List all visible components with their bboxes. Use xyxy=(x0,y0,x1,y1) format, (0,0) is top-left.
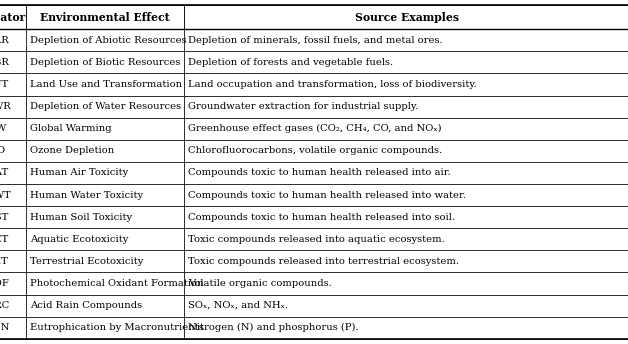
Bar xyxy=(26,272,184,294)
Bar xyxy=(0,317,26,339)
Text: Human Soil Toxicity: Human Soil Toxicity xyxy=(30,213,132,222)
Bar xyxy=(184,140,628,162)
Bar xyxy=(0,294,26,317)
Text: SOₓ, NOₓ, and NHₓ.: SOₓ, NOₓ, and NHₓ. xyxy=(188,301,288,310)
Bar xyxy=(184,250,628,272)
Text: Indicator: Indicator xyxy=(0,12,26,23)
Text: Depletion of minerals, fossil fuels, and metal ores.: Depletion of minerals, fossil fuels, and… xyxy=(188,36,443,45)
Bar xyxy=(184,96,628,118)
Text: Compounds toxic to human health released into soil.: Compounds toxic to human health released… xyxy=(188,213,455,222)
Bar xyxy=(184,51,628,73)
Text: Environmental Effect: Environmental Effect xyxy=(40,12,170,23)
Text: Nitrogen (N) and phosphorus (P).: Nitrogen (N) and phosphorus (P). xyxy=(188,323,359,332)
Bar xyxy=(184,294,628,317)
Text: Compounds toxic to human health released into water.: Compounds toxic to human health released… xyxy=(188,191,466,200)
Text: Depletion of Abiotic Resources: Depletion of Abiotic Resources xyxy=(30,36,187,45)
Text: EUN: EUN xyxy=(0,323,10,332)
Bar xyxy=(0,29,26,51)
Text: OD: OD xyxy=(0,146,6,155)
Text: DAR: DAR xyxy=(0,36,9,45)
Bar xyxy=(184,29,628,51)
Text: POF: POF xyxy=(0,279,9,288)
Bar xyxy=(26,118,184,140)
Bar xyxy=(0,206,26,228)
Text: Acid Rain Compounds: Acid Rain Compounds xyxy=(30,301,142,310)
Bar xyxy=(0,51,26,73)
Bar xyxy=(26,317,184,339)
Bar xyxy=(0,96,26,118)
Text: Land occupation and transformation, loss of biodiversity.: Land occupation and transformation, loss… xyxy=(188,80,477,89)
Text: GW: GW xyxy=(0,124,7,133)
Bar xyxy=(184,118,628,140)
Bar xyxy=(26,29,184,51)
Text: HST: HST xyxy=(0,213,9,222)
Text: Human Water Toxicity: Human Water Toxicity xyxy=(30,191,143,200)
Text: Depletion of Water Resources: Depletion of Water Resources xyxy=(30,102,181,111)
Text: Aquatic Ecotoxicity: Aquatic Ecotoxicity xyxy=(30,235,128,244)
Bar xyxy=(0,5,26,29)
Text: Depletion of forests and vegetable fuels.: Depletion of forests and vegetable fuels… xyxy=(188,58,393,67)
Text: Photochemical Oxidant Formation: Photochemical Oxidant Formation xyxy=(30,279,203,288)
Text: Human Air Toxicity: Human Air Toxicity xyxy=(30,169,128,178)
Bar xyxy=(26,294,184,317)
Text: HAT: HAT xyxy=(0,169,9,178)
Text: Chlorofluorocarbons, volatile organic compounds.: Chlorofluorocarbons, volatile organic co… xyxy=(188,146,442,155)
Bar xyxy=(26,51,184,73)
Bar xyxy=(184,73,628,96)
Text: Terrestrial Ecotoxicity: Terrestrial Ecotoxicity xyxy=(30,257,143,266)
Bar xyxy=(184,206,628,228)
Text: TET: TET xyxy=(0,257,8,266)
Bar xyxy=(184,317,628,339)
Bar xyxy=(0,250,26,272)
Bar xyxy=(26,5,184,29)
Bar xyxy=(0,140,26,162)
Text: AET: AET xyxy=(0,235,9,244)
Bar xyxy=(0,162,26,184)
Text: Global Warming: Global Warming xyxy=(30,124,111,133)
Bar xyxy=(184,272,628,294)
Text: Groundwater extraction for industrial supply.: Groundwater extraction for industrial su… xyxy=(188,102,418,111)
Text: DBR: DBR xyxy=(0,58,9,67)
Bar xyxy=(184,184,628,206)
Bar xyxy=(26,206,184,228)
Text: DWR: DWR xyxy=(0,102,11,111)
Bar xyxy=(184,162,628,184)
Bar xyxy=(26,162,184,184)
Text: HWT: HWT xyxy=(0,191,11,200)
Bar xyxy=(184,5,628,29)
Text: Compounds toxic to human health released into air.: Compounds toxic to human health released… xyxy=(188,169,450,178)
Bar xyxy=(26,250,184,272)
Bar xyxy=(26,73,184,96)
Bar xyxy=(0,184,26,206)
Bar xyxy=(26,184,184,206)
Text: Land Use and Transformation: Land Use and Transformation xyxy=(30,80,181,89)
Text: Ozone Depletion: Ozone Depletion xyxy=(30,146,114,155)
Text: Toxic compounds released into terrestrial ecosystem.: Toxic compounds released into terrestria… xyxy=(188,257,459,266)
Text: ARC: ARC xyxy=(0,301,9,310)
Bar xyxy=(0,118,26,140)
Bar xyxy=(26,228,184,250)
Bar xyxy=(184,228,628,250)
Bar xyxy=(0,228,26,250)
Bar xyxy=(26,96,184,118)
Text: Volatile organic compounds.: Volatile organic compounds. xyxy=(188,279,332,288)
Text: Source Examples: Source Examples xyxy=(355,12,459,23)
Text: Depletion of Biotic Resources: Depletion of Biotic Resources xyxy=(30,58,180,67)
Text: LUT: LUT xyxy=(0,80,9,89)
Bar xyxy=(0,73,26,96)
Text: Greenhouse effect gases (CO₂, CH₄, CO, and NOₓ): Greenhouse effect gases (CO₂, CH₄, CO, a… xyxy=(188,124,441,133)
Bar xyxy=(0,272,26,294)
Bar xyxy=(26,140,184,162)
Text: Toxic compounds released into aquatic ecosystem.: Toxic compounds released into aquatic ec… xyxy=(188,235,445,244)
Text: Eutrophication by Macronutrients: Eutrophication by Macronutrients xyxy=(30,323,203,332)
